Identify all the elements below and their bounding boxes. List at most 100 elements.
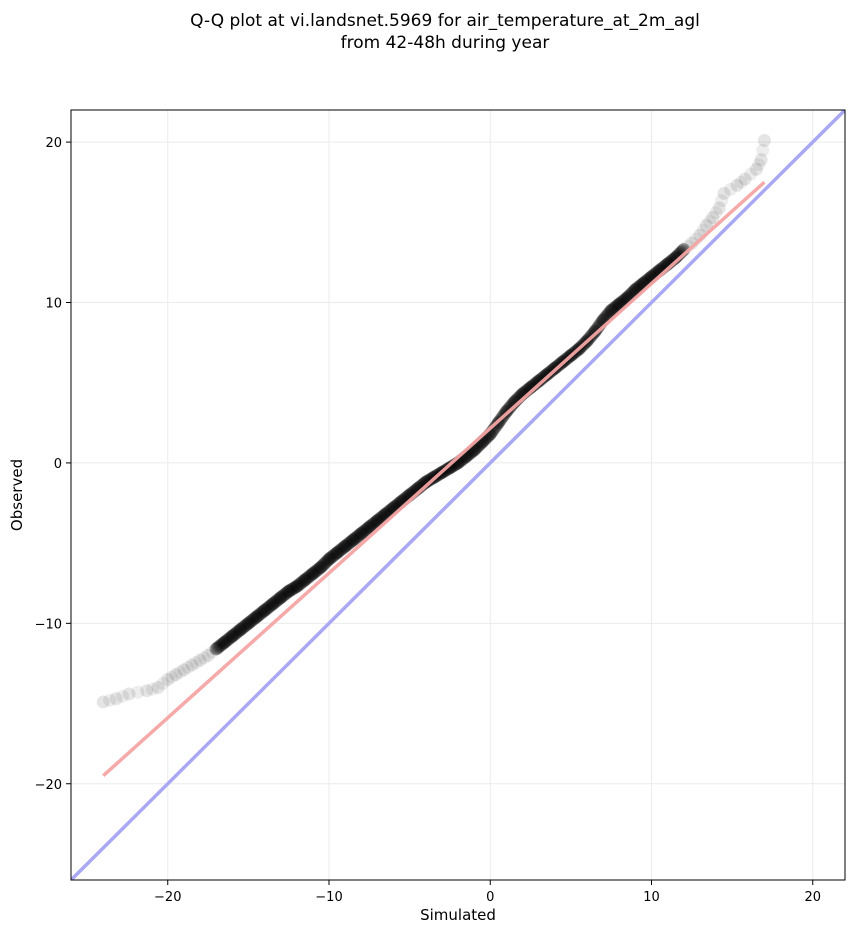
x-axis: −20 −10 0 10 20 <box>154 880 821 905</box>
quantile-fill-453 <box>534 373 548 386</box>
quantile-point-73 <box>706 210 720 224</box>
quantile-fill-214 <box>358 523 372 537</box>
quantile-fill-95 <box>271 593 285 607</box>
quantile-point-0 <box>96 695 110 709</box>
quantile-fill-1 <box>116 689 130 703</box>
quantile-point-51 <box>532 374 546 388</box>
quantile-fill-112 <box>284 583 298 597</box>
quantile-fill-70 <box>253 607 267 621</box>
quantile-fill-65 <box>249 610 263 624</box>
quantile-fill-168 <box>325 550 339 564</box>
quantile-fill-64 <box>248 611 262 625</box>
quantile-fill-165 <box>323 552 337 566</box>
quantile-fill-20 <box>216 637 230 651</box>
quantile-fill-86 <box>264 598 278 612</box>
quantile-fill-108 <box>280 585 294 599</box>
quantile-fill-107 <box>280 586 294 600</box>
quantile-points <box>96 133 771 709</box>
quantile-fill-144 <box>307 566 321 580</box>
quantile-fill-90 <box>268 595 282 609</box>
quantile-fill-171 <box>327 548 341 562</box>
quantile-fill-555 <box>608 300 622 314</box>
quantile-point-20 <box>282 584 296 598</box>
quantile-fill-81 <box>261 601 275 615</box>
quantile-fill-33 <box>226 629 240 643</box>
quantile-point-15 <box>241 616 255 630</box>
quantile-fill-212 <box>357 524 371 538</box>
quantile-fill-116 <box>286 581 300 595</box>
quantile-fill-391 <box>488 420 502 434</box>
quantile-fill-47 <box>236 621 250 635</box>
quantile-fill-218 <box>361 521 375 535</box>
quantile-fill-94 <box>270 593 284 607</box>
quantile-point-11 <box>209 642 223 656</box>
quantile-fill-554 <box>608 301 622 315</box>
quantile-fill-231 <box>371 513 385 527</box>
quantile-fill-21 <box>217 636 231 650</box>
quantile-fill-100 <box>275 590 289 604</box>
quantile-fill-553 <box>607 301 621 315</box>
quantile-fill-461 <box>539 368 553 382</box>
quantile-fill-195 <box>344 535 358 549</box>
quantile-fill-18 <box>215 638 228 652</box>
quantile-fill-166 <box>323 551 337 565</box>
quantile-fill-221 <box>364 519 378 533</box>
quantile-fill-152 <box>313 561 327 575</box>
y-tick-label-1: −10 <box>35 617 62 632</box>
quantile-fill-7 <box>181 660 195 674</box>
y-tick-label-0: −20 <box>35 778 62 793</box>
quantile-fill-653 <box>709 206 723 220</box>
quantile-point-12 <box>217 636 231 650</box>
quantile-fill-190 <box>341 537 355 551</box>
quantile-fill-182 <box>335 542 349 556</box>
quantile-point-74 <box>712 201 726 215</box>
quantile-fill-26 <box>221 633 235 647</box>
quantile-fill-125 <box>293 577 307 591</box>
quantile-fill-121 <box>290 579 304 593</box>
quantile-point-52 <box>540 368 554 382</box>
quantile-fill-110 <box>282 584 296 598</box>
quantile-fill-109 <box>281 585 295 599</box>
quantile-fill-654 <box>715 194 729 208</box>
quantile-fill-558 <box>610 299 624 313</box>
quantile-fill-159 <box>318 556 332 570</box>
quantile-fill-186 <box>337 540 351 554</box>
quantile-fill-118 <box>288 581 302 595</box>
x-axis-label: Simulated <box>420 906 496 924</box>
quantile-fill-85 <box>264 599 278 613</box>
quantile-point-26 <box>330 546 344 560</box>
quantile-fill-5 <box>165 670 179 684</box>
quantile-fill-223 <box>365 518 379 532</box>
quantile-fill-11 <box>210 641 224 655</box>
quantile-point-60 <box>604 304 618 318</box>
quantile-fill-0 <box>103 693 117 707</box>
quantile-fill-57 <box>243 615 257 629</box>
quantile-fill-547 <box>602 306 616 320</box>
fit-line <box>102 180 766 778</box>
quantile-fill-132 <box>298 572 312 586</box>
quantile-fill-548 <box>603 305 617 319</box>
quantile-fill-10 <box>205 645 219 659</box>
quantile-fill-79 <box>260 602 274 616</box>
quantile-fill-140 <box>304 568 318 582</box>
quantile-fill-4 <box>156 676 170 690</box>
quantile-fill-202 <box>350 530 364 544</box>
quantile-fill-124 <box>292 577 306 591</box>
quantile-fill-213 <box>358 524 372 538</box>
quantile-fill-82 <box>262 600 276 614</box>
quantile-fill-230 <box>370 514 384 528</box>
quantile-point-19 <box>274 591 288 605</box>
quantile-point-14 <box>233 623 247 637</box>
quantile-fill-179 <box>333 544 347 558</box>
quantile-point-9 <box>193 653 207 667</box>
quantile-fill-224 <box>366 517 380 531</box>
quantile-fill-301 <box>422 473 436 487</box>
quantile-fill-129 <box>296 575 310 589</box>
quantile-fill-63 <box>247 612 261 626</box>
quantile-fill-111 <box>283 583 297 597</box>
quantile-point-5 <box>161 672 175 686</box>
quantile-fill-393 <box>489 419 503 433</box>
quantile-point-79 <box>754 153 768 167</box>
quantile-fill-17 <box>214 638 228 652</box>
